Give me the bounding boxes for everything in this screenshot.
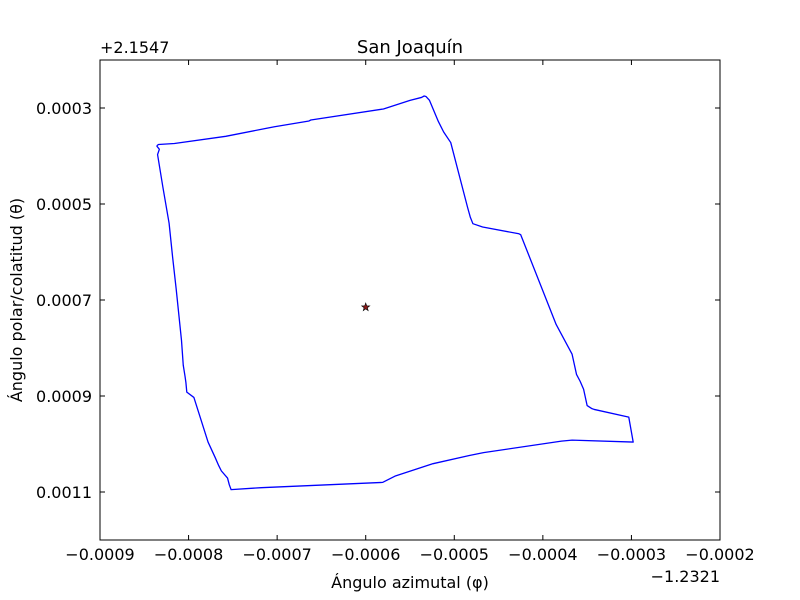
y-ticks: 0.0003 0.0005 0.0007 0.0009 0.0011 — [36, 99, 720, 502]
x-axis-label: Ángulo azimutal (φ) — [331, 573, 489, 592]
y-axis-label: Ángulo polar/colatitud (θ) — [7, 198, 26, 402]
x-tick-label: −0.0008 — [154, 545, 223, 564]
plot-frame — [99, 59, 721, 541]
series-layer — [156, 95, 634, 491]
chart-title: San Joaquín — [357, 37, 463, 58]
boundary-line — [156, 95, 634, 491]
center-star-marker — [360, 302, 371, 312]
y-tick-label: 0.0011 — [36, 483, 92, 502]
x-tick-label: −0.0006 — [331, 545, 400, 564]
x-tick-label: −0.0004 — [508, 545, 577, 564]
y-tick-label: 0.0003 — [36, 99, 92, 118]
x-tick-label: −0.0007 — [242, 545, 311, 564]
y-tick-label: 0.0005 — [36, 195, 92, 214]
x-tick-label: −0.0009 — [65, 545, 134, 564]
y-offset-label: +2.1547 — [100, 38, 169, 57]
x-ticks: −0.0009 −0.0008 −0.0007 −0.0006 −0.0005 −0.00… — [65, 60, 755, 564]
x-tick-label: −0.0003 — [597, 545, 666, 564]
y-tick-label: 0.0009 — [36, 387, 92, 406]
x-tick-label: −0.0002 — [685, 545, 754, 564]
plot-area: −0.0009 −0.0008 −0.0007 −0.0006 −0.0005 −0.00… — [36, 59, 755, 564]
x-offset-label: −1.2321 — [651, 567, 720, 586]
y-tick-label: 0.0007 — [36, 291, 92, 310]
x-tick-label: −0.0005 — [420, 545, 489, 564]
